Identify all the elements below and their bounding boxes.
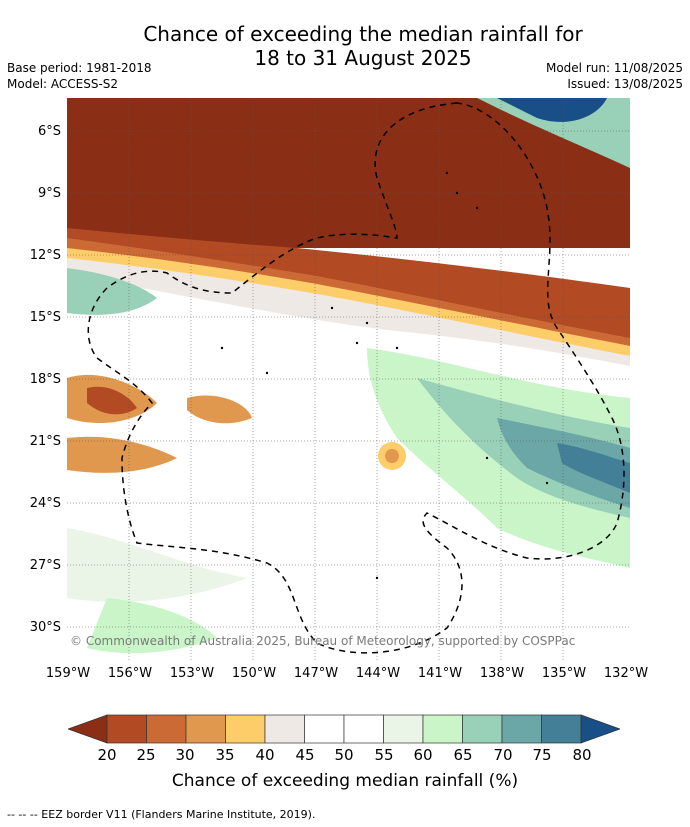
- colorbar-cell: [541, 714, 582, 744]
- map-svg: [67, 98, 630, 661]
- colorbar: [68, 714, 620, 744]
- lon-label-159w: 159°W: [45, 666, 91, 681]
- lat-label-12s: 12°S: [29, 248, 61, 263]
- wet-w-65: [67, 268, 157, 315]
- lon-label-150w: 150°W: [231, 666, 277, 681]
- lat-label-6s: 6°S: [37, 124, 61, 139]
- model-run: Model run: 11/08/2025: [545, 61, 683, 75]
- colorbar-tick-55: 55: [374, 746, 394, 764]
- lat-label-15s: 15°S: [29, 310, 61, 325]
- lat-label-24s: 24°S: [29, 496, 61, 511]
- meta-left: Base period: 1981-2018 Model: ACCESS-S2: [7, 60, 152, 92]
- colorbar-cell: [225, 714, 266, 744]
- dry-sw-patch: [67, 436, 177, 473]
- islands: [220, 171, 549, 580]
- dry-c-patch: [187, 395, 252, 424]
- lat-label-30s: 30°S: [29, 620, 61, 635]
- lon-label-132w: 132°W: [603, 666, 649, 681]
- eez-border: [87, 102, 625, 654]
- colorbar-tick-65: 65: [453, 746, 473, 764]
- colorbar-cell: [383, 714, 424, 744]
- lon-label-141w: 141°W: [417, 666, 463, 681]
- colorbar-cells: [106, 714, 582, 744]
- rainfall-map: [67, 98, 630, 661]
- gridlines: [67, 98, 630, 661]
- copyright-notice: © Commonwealth of Australia 2025, Bureau…: [70, 634, 576, 648]
- colorbar-tick-25: 25: [136, 746, 156, 764]
- wet-ne-80: [497, 98, 607, 122]
- colorbar-tick-70: 70: [493, 746, 513, 764]
- model-name: Model: ACCESS-S2: [7, 77, 119, 91]
- neutral-band: [67, 258, 630, 366]
- lon-label-156w: 156°W: [107, 666, 153, 681]
- colorbar-cell: [106, 714, 147, 744]
- colorbar-cell: [185, 714, 226, 744]
- base-period: Base period: 1981-2018: [7, 61, 152, 75]
- colorbar-cell: [462, 714, 503, 744]
- colorbar-tick-60: 60: [413, 746, 433, 764]
- colorbar-arrow-high: [580, 714, 620, 744]
- lon-label-135w: 135°W: [541, 666, 587, 681]
- lon-label-138w: 138°W: [479, 666, 525, 681]
- dry-spot-core: [385, 449, 399, 463]
- dry-w-patch-core: [87, 386, 137, 415]
- lon-label-147w: 147°W: [293, 666, 339, 681]
- wet-se-75: [557, 443, 630, 493]
- wet-ne-70: [477, 98, 630, 168]
- map-title: Chance of exceeding the median rainfall …: [0, 22, 690, 70]
- lon-label-144w: 144°W: [355, 666, 401, 681]
- lat-label-9s: 9°S: [37, 186, 61, 201]
- wet-s-60: [87, 598, 217, 654]
- meta-right: Model run: 11/08/2025 Issued: 13/08/2025: [546, 60, 683, 92]
- colorbar-cell: [422, 714, 463, 744]
- colorbar-tick-20: 20: [97, 746, 117, 764]
- colorbar-tick-35: 35: [215, 746, 235, 764]
- colorbar-cell: [343, 714, 384, 744]
- colorbar-tick-30: 30: [175, 746, 195, 764]
- colorbar-cell: [501, 714, 542, 744]
- lat-label-21s: 21°S: [29, 434, 61, 449]
- colorbar-title: Chance of exceeding median rainfall (%): [171, 771, 519, 791]
- colorbar-cell: [146, 714, 187, 744]
- colorbar-tick-80: 80: [572, 746, 592, 764]
- colorbar-tick-45: 45: [295, 746, 315, 764]
- colorbar-arrow-low: [68, 714, 108, 744]
- lat-label-18s: 18°S: [29, 372, 61, 387]
- colorbar-tick-40: 40: [255, 746, 275, 764]
- colorbar-cell: [304, 714, 345, 744]
- map-title-line1: Chance of exceeding the median rainfall …: [143, 22, 583, 46]
- colorbar-cell: [264, 714, 305, 744]
- lon-label-153w: 153°W: [169, 666, 215, 681]
- lat-label-27s: 27°S: [29, 558, 61, 573]
- eez-footnote: -- -- -- EEZ border V11 (Flanders Marine…: [7, 808, 316, 821]
- map-title-line2: 18 to 31 August 2025: [254, 46, 472, 70]
- issued-date: Issued: 13/08/2025: [567, 77, 683, 91]
- colorbar-tick-75: 75: [532, 746, 552, 764]
- colorbar-tick-50: 50: [334, 746, 354, 764]
